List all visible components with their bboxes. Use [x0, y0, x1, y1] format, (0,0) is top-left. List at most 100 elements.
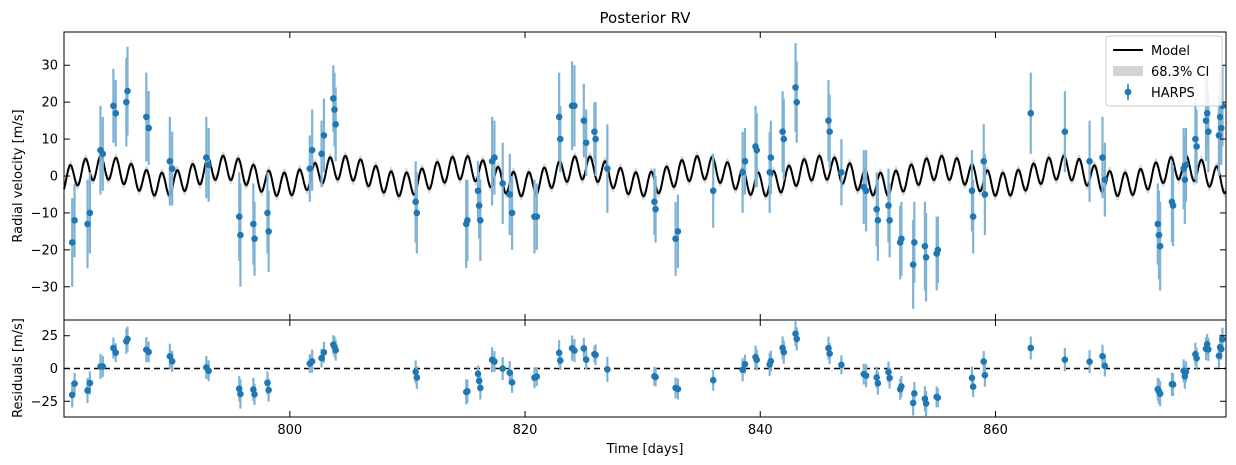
residual-point: [308, 357, 316, 365]
harps-point: [124, 87, 131, 95]
bottom-y-tick-label: 0: [50, 362, 58, 377]
harps-point: [753, 146, 761, 154]
residual-point: [911, 390, 918, 397]
harps-point: [1193, 143, 1200, 150]
harps-point: [1182, 161, 1190, 169]
residual-point: [862, 372, 870, 379]
top-panel: −30 −20 −10 0 10 20 30 Radial velocity [m/s]: [11, 31, 1227, 321]
residual-point: [741, 360, 749, 368]
residual-point: [709, 376, 717, 384]
harps-point: [68, 239, 76, 246]
harps-point: [506, 191, 514, 198]
residual-point: [71, 380, 78, 387]
harps-point: [499, 180, 506, 187]
harps-point: [874, 217, 882, 224]
residual-point: [1182, 368, 1190, 375]
chart-title: Posterior RV: [600, 9, 692, 27]
residual-point: [1215, 352, 1223, 360]
harps-point: [1156, 242, 1164, 250]
harps-point: [474, 187, 482, 195]
residual-point: [582, 356, 590, 363]
residual-point: [235, 385, 243, 393]
bottom-x-tick-label: 820: [513, 423, 538, 438]
harps-point: [320, 132, 328, 139]
harps-point: [1217, 124, 1225, 132]
harps-point: [862, 187, 870, 195]
residual-point: [332, 346, 339, 354]
harps-point: [508, 209, 516, 217]
residual-point: [412, 368, 419, 376]
top-y-tick-label: −20: [31, 243, 58, 258]
residual-point: [898, 383, 905, 390]
harps-point: [1192, 135, 1199, 143]
residual-point: [99, 363, 107, 370]
residual-point: [124, 335, 131, 343]
residual-point: [499, 365, 506, 372]
harps-point: [980, 157, 988, 165]
top-x-ticks: [289, 32, 996, 320]
harps-point: [1154, 220, 1162, 228]
harps-point: [464, 217, 471, 224]
harps-point: [1202, 117, 1210, 124]
x-axis-label: Time [days]: [606, 442, 684, 457]
harps-point: [652, 205, 659, 213]
legend-harps-marker: [1124, 88, 1132, 96]
residual-point: [1061, 356, 1069, 363]
residual-point: [980, 358, 988, 365]
residual-point: [792, 330, 799, 337]
residual-point: [265, 386, 272, 394]
residual-point: [533, 373, 541, 380]
harps-point: [969, 213, 977, 220]
residual-points: [68, 330, 1226, 407]
harps-point: [779, 128, 786, 135]
harps-point: [709, 187, 717, 195]
residual-point: [969, 383, 977, 390]
harps-point: [1061, 128, 1069, 135]
harps-point: [592, 135, 599, 143]
residual-point: [555, 349, 563, 357]
harps-point: [250, 220, 257, 228]
harps-point: [145, 124, 152, 132]
bottom-x-tick-label: 860: [983, 423, 1008, 438]
residual-point: [1169, 381, 1177, 388]
harps-point: [780, 135, 788, 143]
legend: Model 68.3% CI HARPS: [1105, 35, 1223, 107]
residual-point: [1099, 352, 1106, 360]
residual-point: [780, 348, 788, 356]
residual-point: [968, 374, 976, 382]
harps-point: [84, 220, 91, 228]
legend-ci-swatch: [1113, 66, 1143, 76]
harps-point: [491, 154, 498, 161]
residual-point: [508, 379, 516, 386]
harps-point: [1169, 202, 1177, 209]
harps-point: [1027, 109, 1035, 117]
residual-point: [264, 379, 271, 387]
residual-point: [318, 354, 325, 362]
harps-point: [1215, 132, 1223, 139]
residual-point: [145, 348, 152, 356]
harps-point: [909, 261, 917, 268]
residual-point: [1205, 346, 1212, 353]
harps-point: [885, 202, 892, 209]
harps-point: [166, 157, 174, 165]
legend-ci-label: 68.3% CI: [1151, 65, 1209, 80]
residual-point: [826, 350, 833, 357]
harps-point: [1099, 154, 1106, 161]
residual-point: [464, 387, 471, 395]
harps-point: [922, 253, 930, 261]
residual-point: [475, 377, 483, 385]
harps-point: [766, 169, 773, 176]
harps-point: [826, 128, 833, 135]
harps-point: [672, 235, 679, 243]
residual-point: [873, 374, 880, 381]
top-y-tick-label: 20: [41, 96, 58, 111]
harps-point: [921, 242, 929, 250]
harps-point: [1216, 113, 1224, 121]
harps-point: [651, 198, 658, 206]
harps-point: [110, 102, 117, 110]
model-line: [63, 154, 1227, 198]
harps-point: [168, 165, 176, 172]
harps-point: [604, 165, 611, 172]
harps-point: [308, 146, 316, 154]
harps-point: [968, 187, 976, 195]
